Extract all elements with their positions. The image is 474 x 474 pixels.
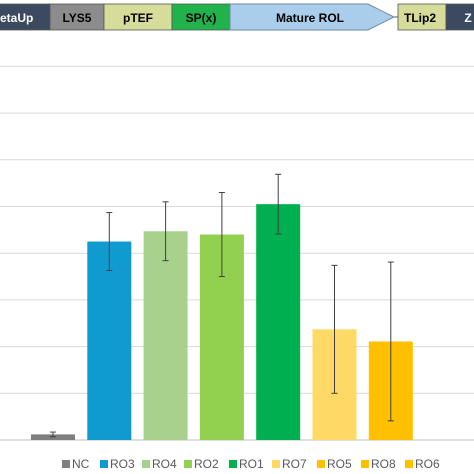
construct-segment-etaup bbox=[0, 3, 51, 31]
legend-swatch-ro3 bbox=[100, 460, 108, 468]
construct-segment-sp-x bbox=[171, 3, 231, 31]
error-bars bbox=[50, 173, 394, 438]
construct-segment-z-label: Z bbox=[464, 11, 471, 25]
legend-swatch-ro5 bbox=[317, 460, 325, 468]
legend-label-ro5: RO5 bbox=[327, 457, 352, 471]
legend-swatch-ro8 bbox=[361, 460, 369, 468]
construct-segment-sp-x-label: SP(x) bbox=[186, 11, 217, 25]
legend-label-ro3: RO3 bbox=[110, 457, 135, 471]
bar-ro1 bbox=[256, 204, 301, 440]
construct-diagram: etaUp LYS5 pTEF SP(x) Mature ROL TLip2 Z bbox=[0, 3, 474, 31]
legend-swatch-ro6 bbox=[405, 460, 413, 468]
legend-label-nc: NC bbox=[72, 457, 90, 471]
construct-segment-z bbox=[445, 3, 474, 31]
legend-label-ro6: RO6 bbox=[415, 457, 440, 471]
legend-swatch-ro1 bbox=[229, 460, 237, 468]
construct-segment-etaup-label: etaUp bbox=[0, 11, 33, 25]
legend-label-ro2: RO2 bbox=[194, 457, 219, 471]
bar-ro4 bbox=[143, 231, 188, 440]
legend-label-ro7: RO7 bbox=[282, 457, 307, 471]
construct-segment-ptef-label: pTEF bbox=[123, 11, 153, 25]
construct-segment-ptef bbox=[103, 3, 173, 31]
legend-swatch-nc bbox=[62, 460, 70, 468]
legend-swatch-ro4 bbox=[142, 460, 150, 468]
construct-segment-tlip2 bbox=[397, 3, 447, 31]
legend-label-ro1: RO1 bbox=[239, 457, 264, 471]
bars bbox=[31, 204, 413, 440]
legend-label-ro4: RO4 bbox=[152, 457, 177, 471]
construct-segment-mature-rol bbox=[229, 3, 396, 31]
construct-segment-lys5-label: LYS5 bbox=[63, 11, 92, 25]
legend: NC RO3 RO4 RO2 RO1 RO7 RO5 RO8 RO6 bbox=[62, 457, 440, 471]
construct-segment-mature-rol-label: Mature ROL bbox=[276, 11, 344, 25]
legend-swatch-ro7 bbox=[272, 460, 280, 468]
construct-segment-tlip2-label: TLip2 bbox=[404, 11, 436, 25]
legend-swatch-ro2 bbox=[184, 460, 192, 468]
bar-ro3 bbox=[87, 241, 132, 440]
construct-segment-lys5 bbox=[49, 3, 105, 31]
legend-label-ro8: RO8 bbox=[371, 457, 396, 471]
